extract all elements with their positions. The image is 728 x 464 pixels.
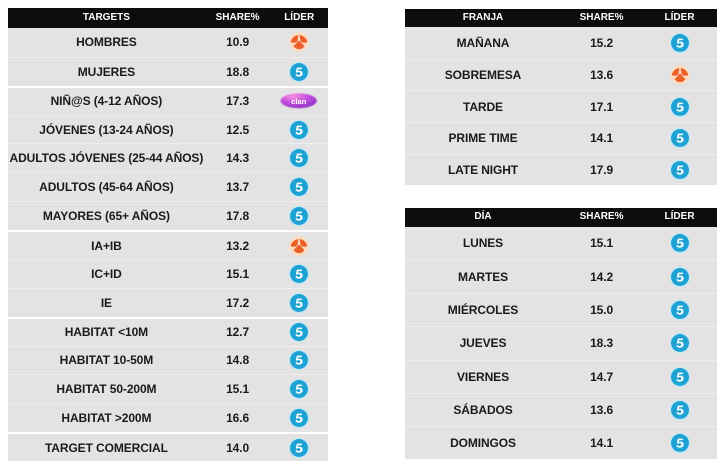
svg-text:clan: clan [292, 97, 308, 106]
